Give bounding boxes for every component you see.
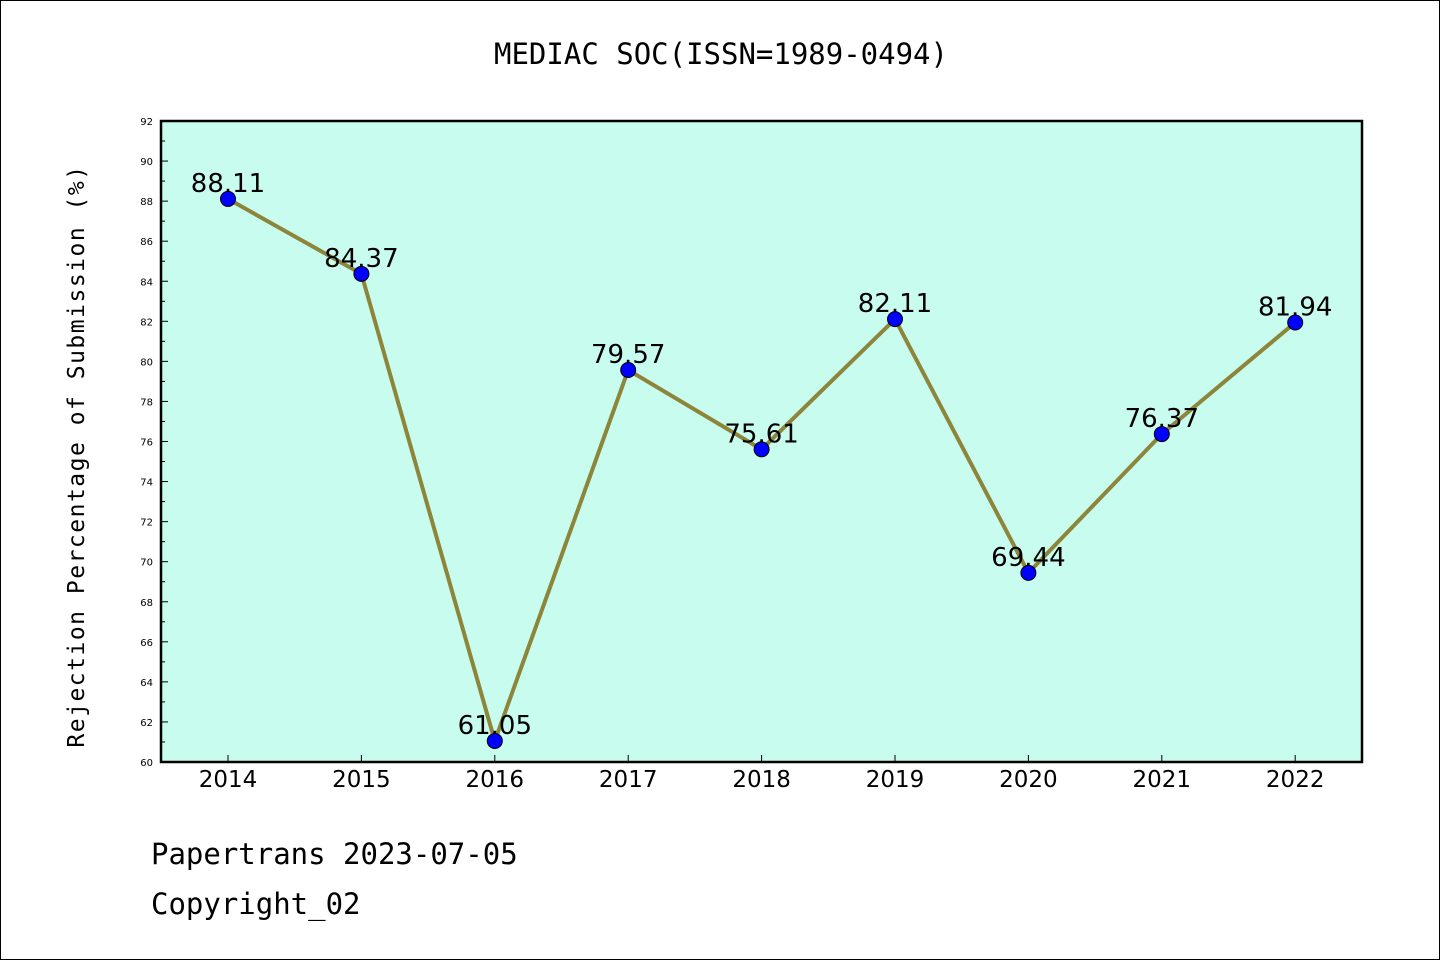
y-tick-label: 74 <box>140 478 153 489</box>
data-point <box>1153 426 1170 443</box>
y-tick-label: 70 <box>140 558 153 569</box>
y-tick-label: 80 <box>140 357 153 368</box>
data-label: 69.44 <box>991 543 1065 573</box>
data-point <box>1287 314 1304 331</box>
data-point <box>486 732 503 749</box>
y-tick-label: 66 <box>140 638 153 649</box>
y-tick-label: 92 <box>140 117 153 128</box>
data-point <box>353 265 370 282</box>
data-label: 81.94 <box>1258 293 1332 323</box>
data-label: 61.05 <box>458 711 532 741</box>
x-tick-label: 2015 <box>332 767 391 793</box>
y-tick-label: 60 <box>140 758 153 769</box>
x-tick-label: 2020 <box>999 767 1058 793</box>
footer-date: Papertrans 2023-07-05 <box>151 837 518 871</box>
data-point <box>620 361 637 378</box>
y-tick-label: 76 <box>140 438 153 449</box>
y-tick-label: 68 <box>140 598 153 609</box>
data-point <box>220 190 236 207</box>
x-tick-label: 2014 <box>199 767 258 793</box>
y-tick-label: 64 <box>140 678 153 689</box>
data-label: 88.11 <box>191 169 265 199</box>
data-point <box>753 441 770 458</box>
x-tick-label: 2016 <box>466 767 525 793</box>
y-tick-label: 62 <box>140 718 153 729</box>
data-label: 79.57 <box>591 340 665 370</box>
x-tick-label: 2021 <box>1133 767 1192 793</box>
data-label: 84.37 <box>324 244 398 274</box>
y-tick-label: 86 <box>140 237 153 248</box>
y-tick-label: 88 <box>140 197 153 208</box>
data-point <box>887 311 903 328</box>
plot-frame <box>159 119 1364 764</box>
y-tick-label: 84 <box>140 277 153 288</box>
data-label: 75.61 <box>724 419 798 449</box>
y-tick-label: 90 <box>140 157 153 168</box>
x-tick-label: 2022 <box>1266 767 1325 793</box>
data-label: 82.11 <box>858 289 932 319</box>
y-tick-label: 78 <box>140 397 153 408</box>
chart-title: MEDIAC SOC(ISSN=1989-0494) <box>494 37 948 71</box>
x-tick-label: 2019 <box>866 767 925 793</box>
x-tick-label: 2018 <box>732 767 791 793</box>
y-tick-label: 82 <box>140 317 153 328</box>
x-tick-label: 2017 <box>599 767 658 793</box>
y-tick-label: 72 <box>140 518 153 529</box>
data-label: 76.37 <box>1125 404 1199 434</box>
data-point <box>1020 564 1037 581</box>
footer-copyright: Copyright_02 <box>151 887 361 921</box>
